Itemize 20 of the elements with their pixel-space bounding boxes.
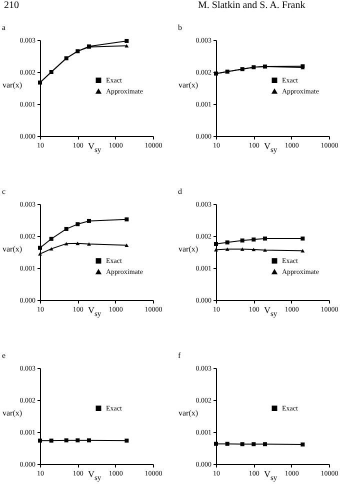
- text: 210: [3, 0, 20, 12]
- x-axis-title: V$_{sy}$: [88, 141, 102, 154]
- chart-title: d: [178, 187, 182, 196]
- y-axis-title: var(x): [178, 408, 198, 418]
- chart-title: c: [2, 187, 6, 196]
- y-axis-title: var(x): [2, 408, 22, 418]
- chart-title: e: [2, 351, 6, 360]
- x-axis-title: V$_{sy}$: [264, 305, 278, 318]
- chart-title: a: [2, 23, 6, 32]
- y-axis-title: var(x): [2, 244, 22, 254]
- x-axis-title: V$_{sy}$: [264, 141, 278, 154]
- x-axis-title: V$_{sy}$: [264, 469, 278, 482]
- text: M. Slatkin and S. A. Frank: [197, 0, 306, 12]
- chart-title: b: [178, 23, 182, 32]
- y-axis-title: var(x): [178, 244, 198, 254]
- x-axis-title: V$_{sy}$: [88, 469, 102, 482]
- y-axis-title: var(x): [2, 80, 22, 90]
- y-axis-title: var(x): [178, 80, 198, 90]
- chart-title: f: [178, 351, 181, 360]
- x-axis-title: V$_{sy}$: [88, 305, 102, 318]
